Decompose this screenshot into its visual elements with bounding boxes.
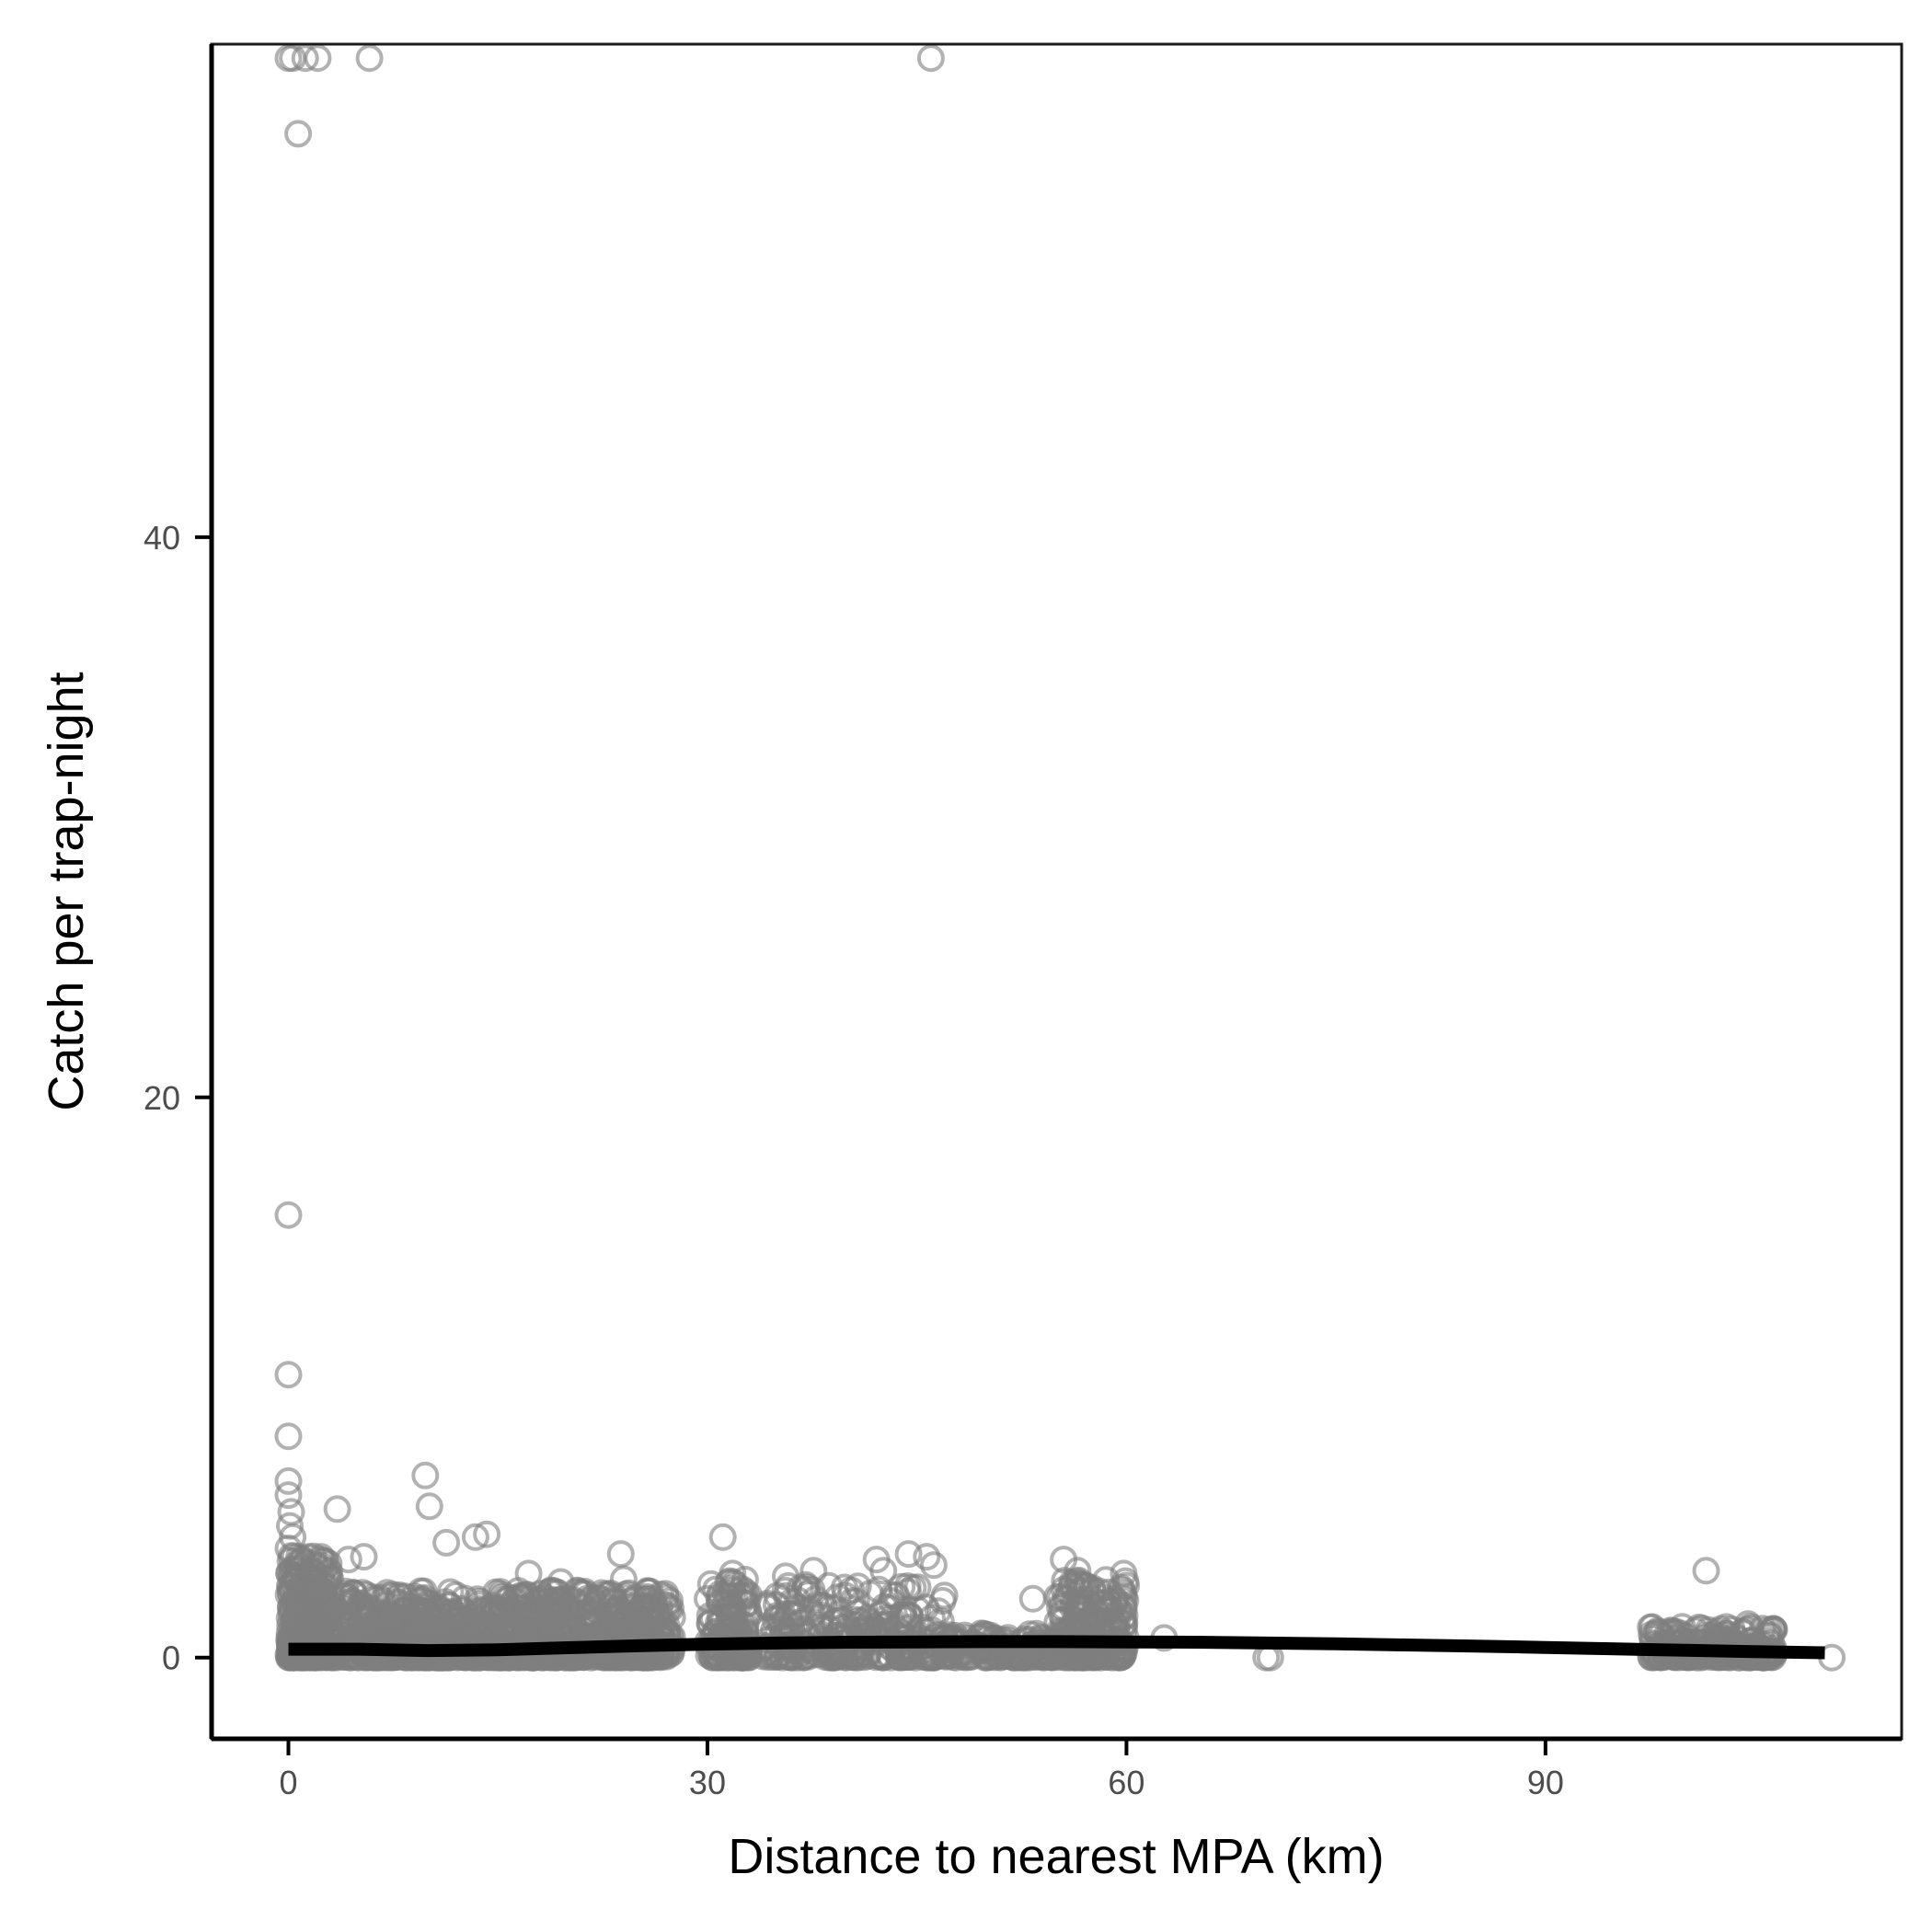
- data-point: [349, 1579, 376, 1607]
- data-point: [301, 1582, 329, 1611]
- data-point: [1075, 1589, 1103, 1617]
- data-point: [350, 1543, 378, 1571]
- data-point: [285, 1552, 314, 1581]
- data-point: [869, 1557, 898, 1585]
- data-point: [488, 1581, 515, 1609]
- y-tick-label: 20: [144, 1079, 180, 1117]
- data-point: [657, 1594, 685, 1623]
- data-point: [570, 1578, 599, 1605]
- trend-line-layer: [288, 1635, 1825, 1660]
- data-point: [490, 1597, 519, 1626]
- data-point: [1078, 1576, 1107, 1604]
- data-point: [425, 1595, 454, 1624]
- data-point: [284, 120, 313, 148]
- data-point: [542, 1586, 570, 1615]
- data-point: [775, 1571, 802, 1600]
- data-point: [893, 1578, 922, 1605]
- data-point: [304, 44, 332, 73]
- y-axis-ticks: 0 20 40: [144, 519, 212, 1677]
- data-point: [345, 1592, 374, 1620]
- data-point: [641, 1593, 670, 1621]
- data-point: [706, 1588, 734, 1616]
- data-point: [633, 1577, 661, 1605]
- data-point: [274, 1481, 303, 1510]
- data-point: [274, 1466, 303, 1495]
- y-tick-label: 0: [162, 1639, 180, 1677]
- data-point: [384, 1604, 411, 1632]
- data-point: [461, 1523, 489, 1551]
- data-point: [383, 1588, 411, 1616]
- data-point: [930, 1581, 959, 1610]
- data-point: [1692, 1557, 1720, 1585]
- data-point: [323, 1495, 351, 1524]
- data-point: [831, 1581, 859, 1610]
- data-point: [786, 1574, 814, 1603]
- data-point: [274, 1201, 303, 1229]
- data-point: [355, 44, 384, 73]
- data-point: [772, 1581, 800, 1610]
- data-point: [1058, 1572, 1087, 1601]
- data-point: [865, 1575, 893, 1604]
- data-point: [296, 1587, 325, 1615]
- x-axis-ticks: 0 30 60 90: [279, 1739, 1564, 1801]
- data-point: [473, 1520, 501, 1548]
- data-point: [894, 1540, 923, 1569]
- data-point: [274, 1422, 303, 1451]
- data-point: [291, 44, 319, 73]
- data-point: [913, 1543, 941, 1571]
- data-point: [558, 1603, 587, 1631]
- data-point: [512, 1615, 541, 1643]
- data-point: [924, 1597, 952, 1626]
- x-tick-label: 0: [279, 1764, 297, 1801]
- data-point: [1110, 1609, 1139, 1638]
- data-point: [696, 1602, 724, 1630]
- data-point: [838, 1587, 867, 1616]
- data-point: [414, 1597, 443, 1626]
- data-point: [538, 1592, 566, 1620]
- data-point: [415, 1492, 443, 1521]
- data-point: [916, 44, 945, 73]
- data-point: [432, 1528, 461, 1557]
- data-point: [919, 1551, 948, 1580]
- data-point: [274, 1361, 303, 1389]
- data-point: [554, 1606, 582, 1635]
- data-point: [285, 1543, 314, 1571]
- x-tick-label: 90: [1527, 1764, 1564, 1801]
- data-point: [411, 1461, 440, 1489]
- smooth-trend-line: [288, 1635, 1825, 1660]
- data-point: [1110, 1602, 1139, 1630]
- x-axis-title: Distance to nearest MPA (km): [728, 1829, 1384, 1884]
- y-tick-label: 40: [144, 519, 180, 557]
- data-point: [1637, 1613, 1665, 1641]
- data-point: [753, 1593, 781, 1622]
- data-point: [608, 1597, 637, 1626]
- x-tick-label: 60: [1108, 1764, 1144, 1801]
- data-point: [708, 1523, 737, 1551]
- data-point: [1079, 1603, 1108, 1631]
- y-axis-title: Catch per trap-night: [39, 672, 94, 1110]
- x-tick-label: 30: [689, 1764, 726, 1801]
- data-point: [1685, 1614, 1713, 1641]
- data-point: [440, 1601, 468, 1629]
